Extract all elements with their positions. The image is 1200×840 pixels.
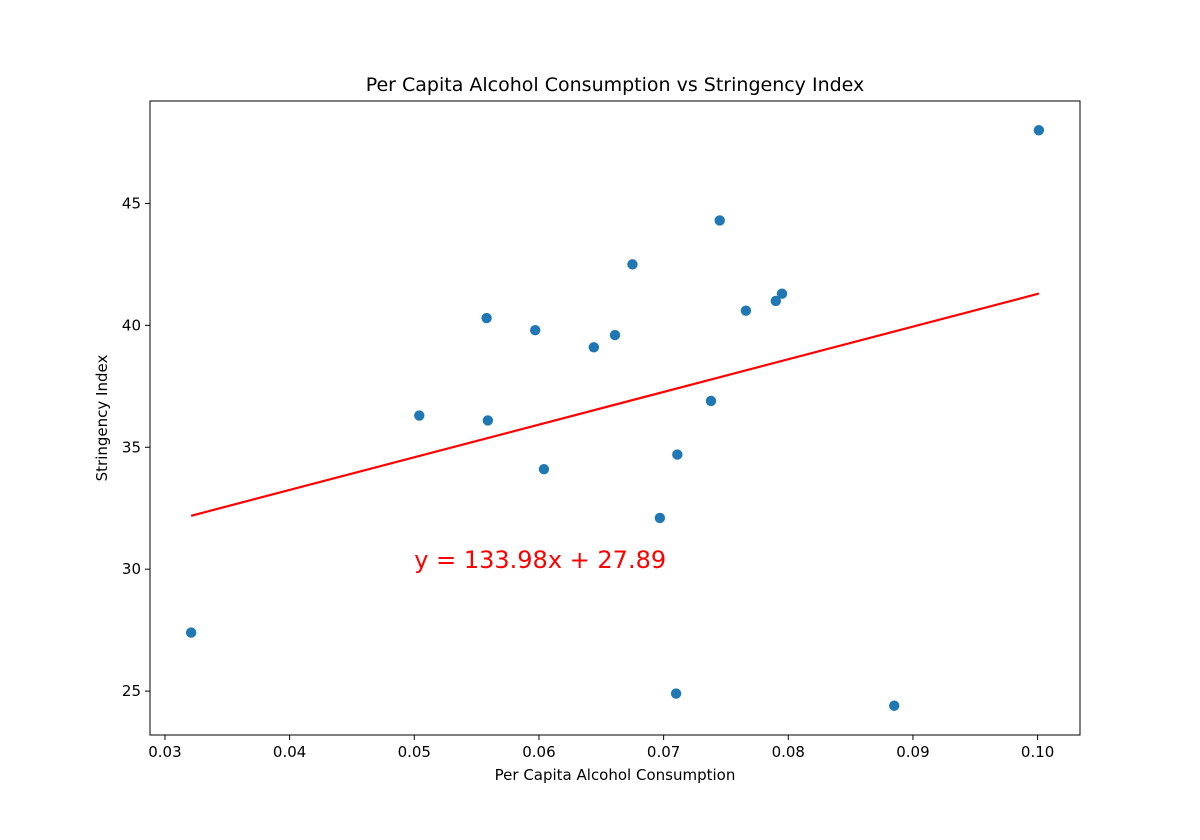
data-point	[672, 449, 683, 460]
x-tick-label: 0.03	[148, 743, 181, 761]
data-point	[740, 305, 752, 316]
x-tick-label: 0.06	[522, 743, 555, 761]
y-tick-label: 45	[122, 194, 141, 212]
data-point	[530, 325, 541, 336]
regression-equation: y = 133.98x + 27.89	[414, 546, 666, 574]
data-point	[185, 627, 197, 638]
x-axis-label: Per Capita Alcohol Consumption	[495, 766, 736, 784]
data-point	[654, 512, 666, 524]
y-axis-label: Stringency Index	[93, 355, 111, 482]
plot-area-frame	[149, 100, 1081, 736]
y-tick-label: 25	[122, 682, 141, 700]
x-tick-label: 0.08	[772, 743, 805, 761]
data-point	[588, 342, 600, 353]
data-points	[185, 125, 1045, 711]
y-tick-label: 30	[122, 560, 141, 578]
data-point	[776, 288, 788, 299]
data-point	[705, 395, 717, 407]
x-tick-label: 0.10	[1021, 743, 1054, 761]
x-axis: 0.03 0.04 0.05 0.06 0.07 0.08 0.09 0.10	[148, 735, 1054, 761]
regression-layer	[190, 292, 1040, 517]
data-point	[538, 464, 550, 475]
x-tick-label: 0.07	[647, 743, 680, 761]
data-point	[714, 215, 725, 226]
y-axis: 25 30 35 40 45	[122, 194, 150, 700]
data-point	[770, 295, 782, 307]
x-tick-label: 0.04	[273, 743, 306, 761]
data-point	[670, 688, 682, 699]
data-point	[481, 312, 492, 324]
y-tick-label: 35	[122, 438, 141, 456]
data-point	[414, 410, 425, 421]
data-point	[482, 415, 494, 426]
regression-line	[190, 292, 1040, 517]
data-point	[889, 700, 900, 711]
data-point	[609, 329, 621, 341]
x-tick-label: 0.05	[398, 743, 431, 761]
x-tick-label: 0.09	[896, 743, 929, 761]
chart-title: Per Capita Alcohol Consumption vs String…	[366, 74, 865, 96]
data-point	[1033, 125, 1045, 136]
y-tick-label: 40	[122, 316, 141, 334]
data-point	[627, 259, 638, 270]
